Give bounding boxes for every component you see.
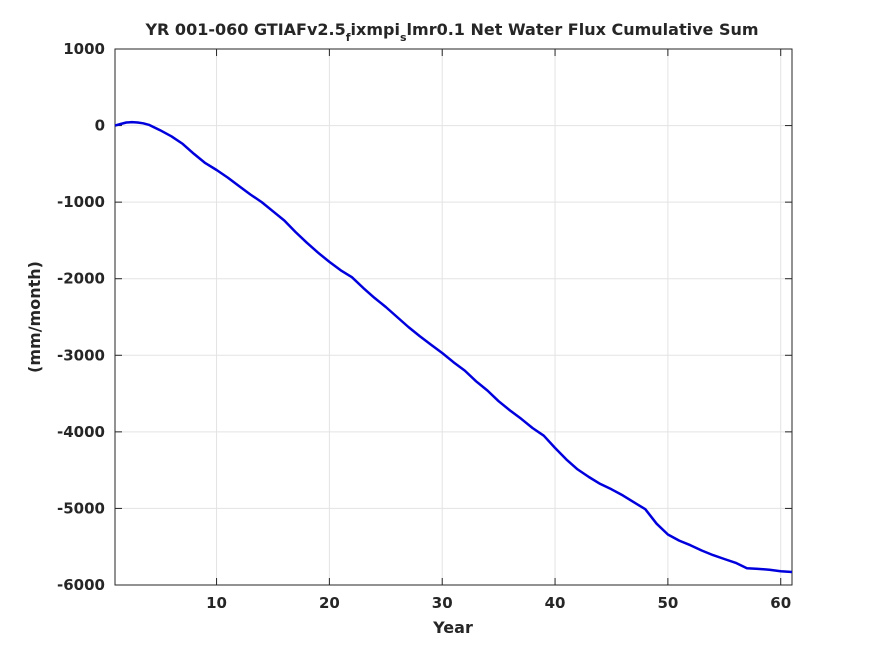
x-axis-label: Year [432, 618, 473, 637]
x-tick-label: 40 [545, 594, 566, 612]
chart-title: YR 001-060 GTIAFv2.5fixmpislmr0.1 Net Wa… [144, 20, 758, 44]
series-line [114, 120, 793, 574]
y-tick-label: 0 [95, 117, 105, 135]
y-tick-labels: 1000 0 -1000 -2000 -3000 -4000 -5000 -6000 [57, 40, 105, 594]
y-tick-label: 1000 [63, 40, 105, 58]
y-axis-label: (mm/month) [25, 261, 44, 373]
plot-frame [114, 48, 793, 586]
x-tick-label: 60 [770, 594, 791, 612]
title-part-3: lmr0.1 Net Water Flux Cumulative Sum [407, 20, 759, 39]
x-tick-label: 10 [206, 594, 227, 612]
title-subscript-2: s [400, 31, 407, 44]
x-tick-label: 30 [432, 594, 453, 612]
y-tick-label: -6000 [57, 576, 105, 594]
title-part-2: ixmpi [351, 20, 400, 39]
y-tick-label: -5000 [57, 499, 105, 517]
y-tick-label: -3000 [57, 346, 105, 364]
title-subscript-1: f [346, 31, 351, 44]
y-tick-label: -4000 [57, 423, 105, 441]
tick-marks [115, 48, 792, 586]
x-tick-label: 20 [319, 594, 340, 612]
y-tick-label: -2000 [57, 270, 105, 288]
title-part-1: YR 001-060 GTIAFv2.5 [144, 20, 345, 39]
y-tick-label: -1000 [57, 193, 105, 211]
x-tick-labels: 10 20 30 40 50 60 [206, 594, 791, 612]
x-tick-label: 50 [657, 594, 678, 612]
